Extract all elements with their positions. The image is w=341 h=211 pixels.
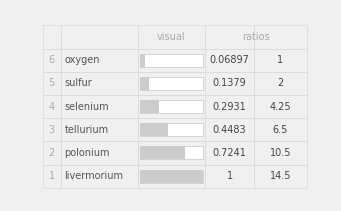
Bar <box>140 170 203 183</box>
Bar <box>254 118 307 141</box>
Text: 14.5: 14.5 <box>270 171 291 181</box>
Bar <box>61 165 138 188</box>
Text: 6.5: 6.5 <box>273 125 288 135</box>
Bar <box>205 95 254 118</box>
Bar <box>140 100 203 113</box>
Bar <box>140 54 145 67</box>
Bar <box>61 72 138 95</box>
Bar <box>254 141 307 165</box>
Bar <box>140 170 203 183</box>
Bar <box>138 118 205 141</box>
Bar <box>43 25 61 49</box>
Bar <box>43 49 61 72</box>
Bar <box>138 165 205 188</box>
Bar <box>61 49 138 72</box>
Bar <box>205 72 254 95</box>
Text: 1: 1 <box>226 171 233 181</box>
Bar <box>140 123 203 136</box>
Bar <box>43 141 61 165</box>
Text: 0.4483: 0.4483 <box>213 125 247 135</box>
Bar <box>138 95 205 118</box>
Bar <box>205 141 254 165</box>
Text: polonium: polonium <box>64 148 110 158</box>
Text: sulfur: sulfur <box>64 78 92 88</box>
Bar <box>205 118 254 141</box>
Bar <box>140 170 203 183</box>
Bar <box>138 49 205 72</box>
Bar <box>254 72 307 95</box>
Text: 6: 6 <box>48 55 55 65</box>
Text: 4.25: 4.25 <box>270 101 291 112</box>
Text: livermorium: livermorium <box>64 171 123 181</box>
Bar <box>254 49 307 72</box>
Bar <box>254 95 307 118</box>
Bar <box>140 100 203 113</box>
Text: 0.1379: 0.1379 <box>213 78 247 88</box>
Text: 0.2931: 0.2931 <box>213 101 247 112</box>
Text: oxygen: oxygen <box>64 55 100 65</box>
Bar <box>140 54 203 67</box>
Bar <box>140 77 203 90</box>
Bar <box>43 118 61 141</box>
Bar <box>140 146 203 160</box>
Text: 2: 2 <box>48 148 55 158</box>
Text: 1: 1 <box>48 171 55 181</box>
Bar <box>205 49 254 72</box>
Bar <box>140 123 203 136</box>
Bar <box>43 165 61 188</box>
Bar <box>138 141 205 165</box>
Text: 1: 1 <box>278 55 283 65</box>
Bar <box>140 146 186 160</box>
Bar <box>254 25 307 49</box>
Bar <box>140 77 149 90</box>
Text: 0.06897: 0.06897 <box>210 55 250 65</box>
Text: 3: 3 <box>48 125 55 135</box>
Bar <box>140 100 159 113</box>
Bar <box>205 165 254 188</box>
Bar <box>205 25 254 49</box>
Text: tellurium: tellurium <box>64 125 109 135</box>
Text: visual: visual <box>157 32 186 42</box>
Bar <box>43 72 61 95</box>
Bar <box>140 77 203 90</box>
Text: 5: 5 <box>48 78 55 88</box>
Bar <box>61 25 138 49</box>
Bar <box>138 25 205 49</box>
Text: 4: 4 <box>48 101 55 112</box>
Bar <box>61 95 138 118</box>
Bar <box>140 54 203 67</box>
Bar <box>138 72 205 95</box>
Bar <box>43 95 61 118</box>
Text: ratios: ratios <box>242 32 270 42</box>
Text: 0.7241: 0.7241 <box>213 148 247 158</box>
Text: selenium: selenium <box>64 101 109 112</box>
Bar <box>140 146 203 160</box>
Bar <box>140 123 168 136</box>
Bar <box>254 165 307 188</box>
Bar <box>61 118 138 141</box>
Text: 2: 2 <box>277 78 284 88</box>
Text: 10.5: 10.5 <box>270 148 291 158</box>
Bar <box>61 141 138 165</box>
